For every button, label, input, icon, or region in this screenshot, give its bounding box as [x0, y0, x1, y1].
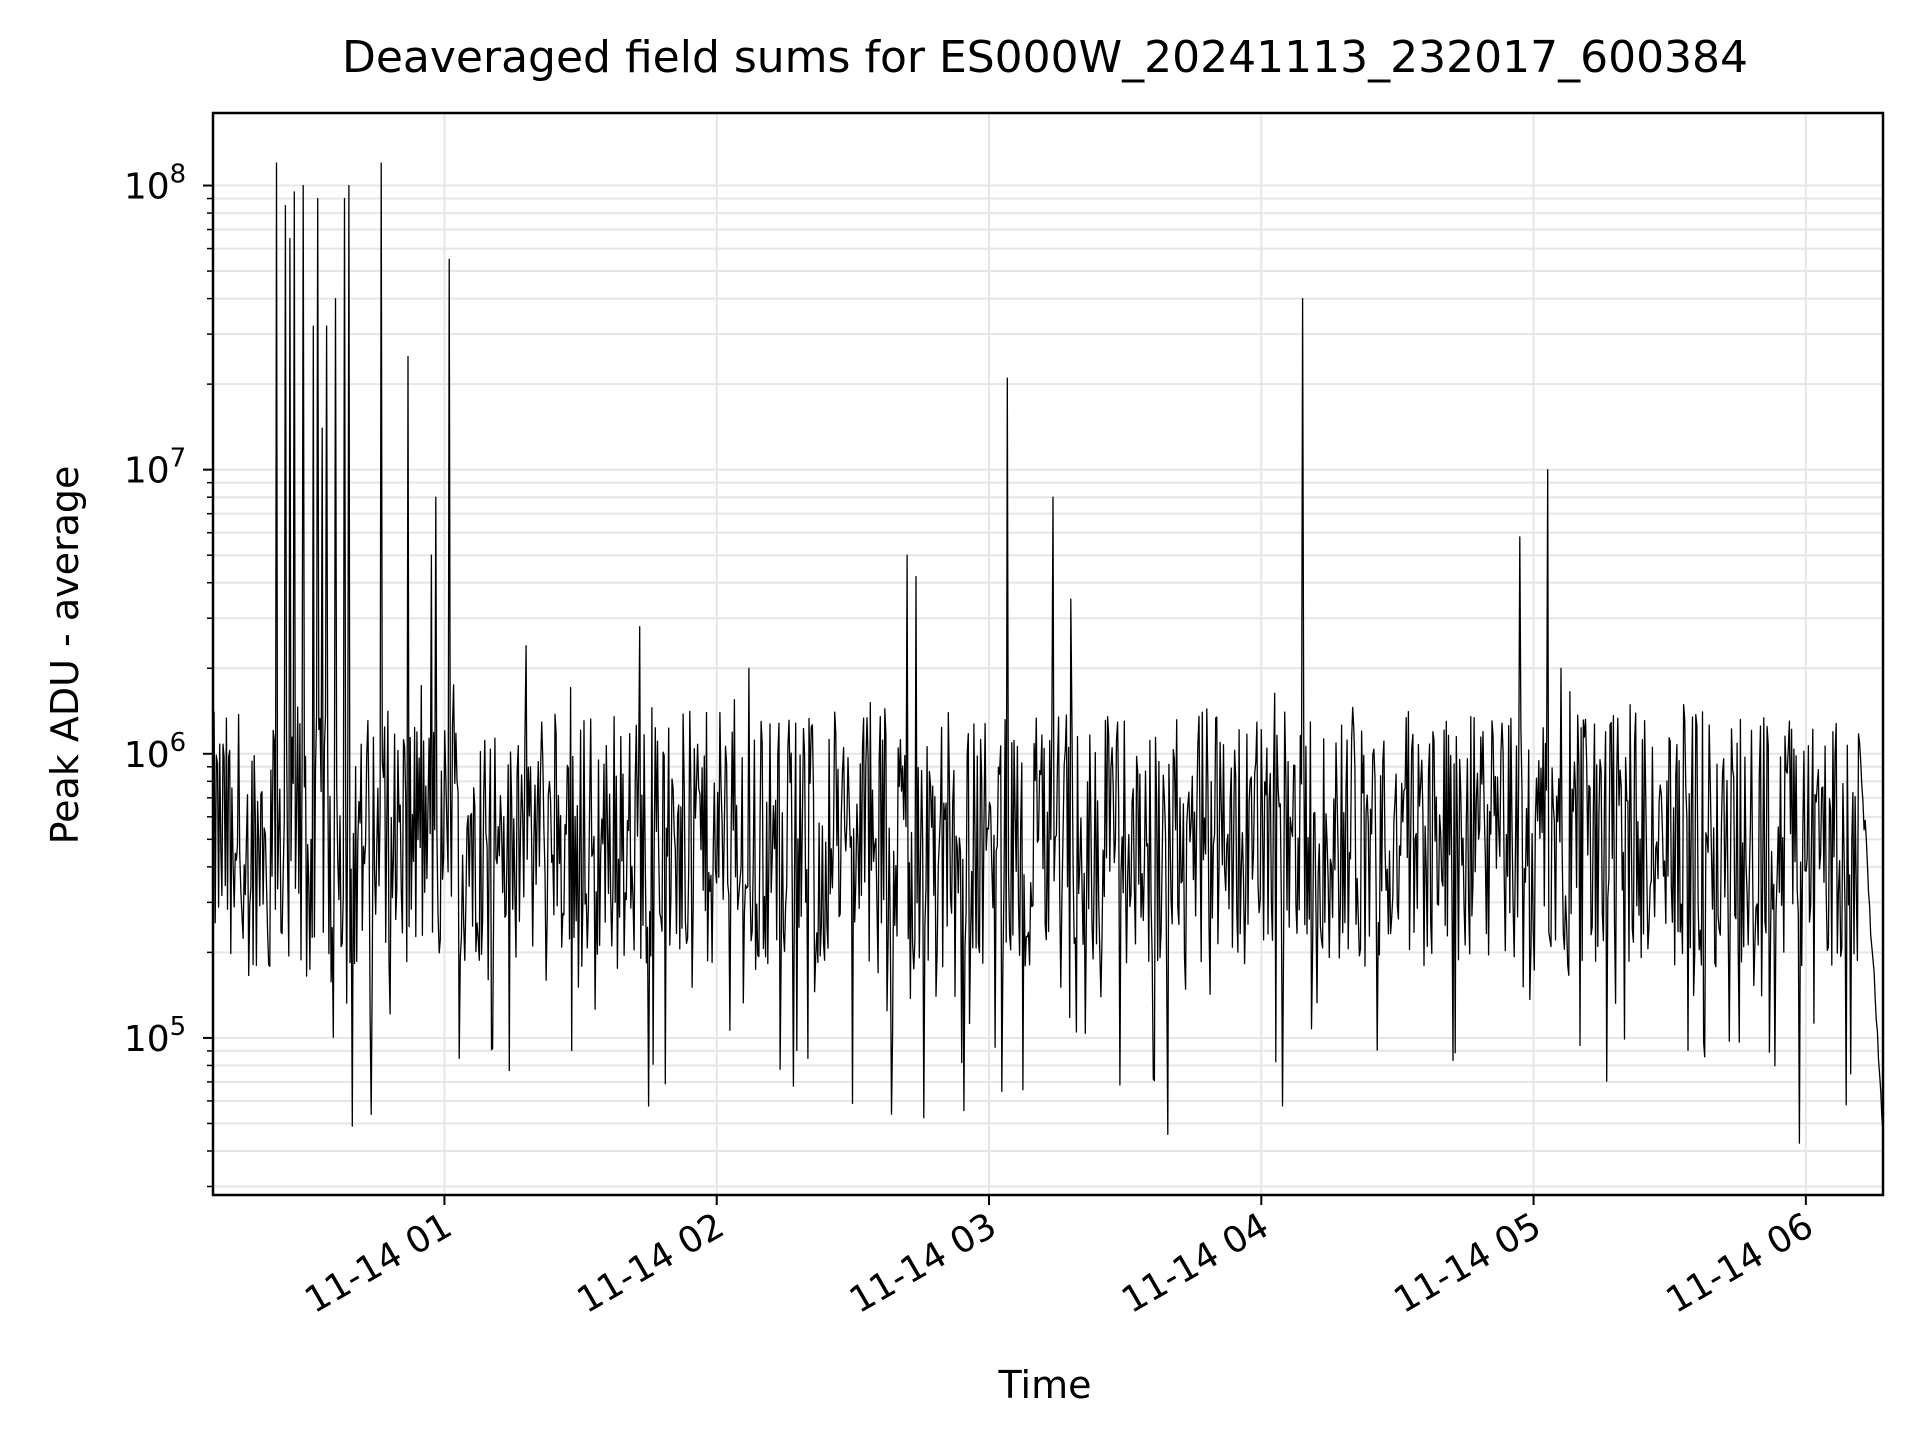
chart-title: Deaveraged field sums for ES000W_2024111…: [342, 32, 1748, 83]
y-axis-label: Peak ADU - average: [43, 466, 87, 845]
y-tick-label: 105: [124, 1012, 186, 1060]
x-axis-label: Time: [998, 1363, 1092, 1407]
plot-frame: [211, 111, 1885, 1197]
y-tick-label: 108: [124, 160, 186, 208]
y-tick-label: 107: [124, 444, 186, 492]
series-line: [213, 162, 1883, 1144]
y-tick-label: 106: [124, 728, 186, 776]
